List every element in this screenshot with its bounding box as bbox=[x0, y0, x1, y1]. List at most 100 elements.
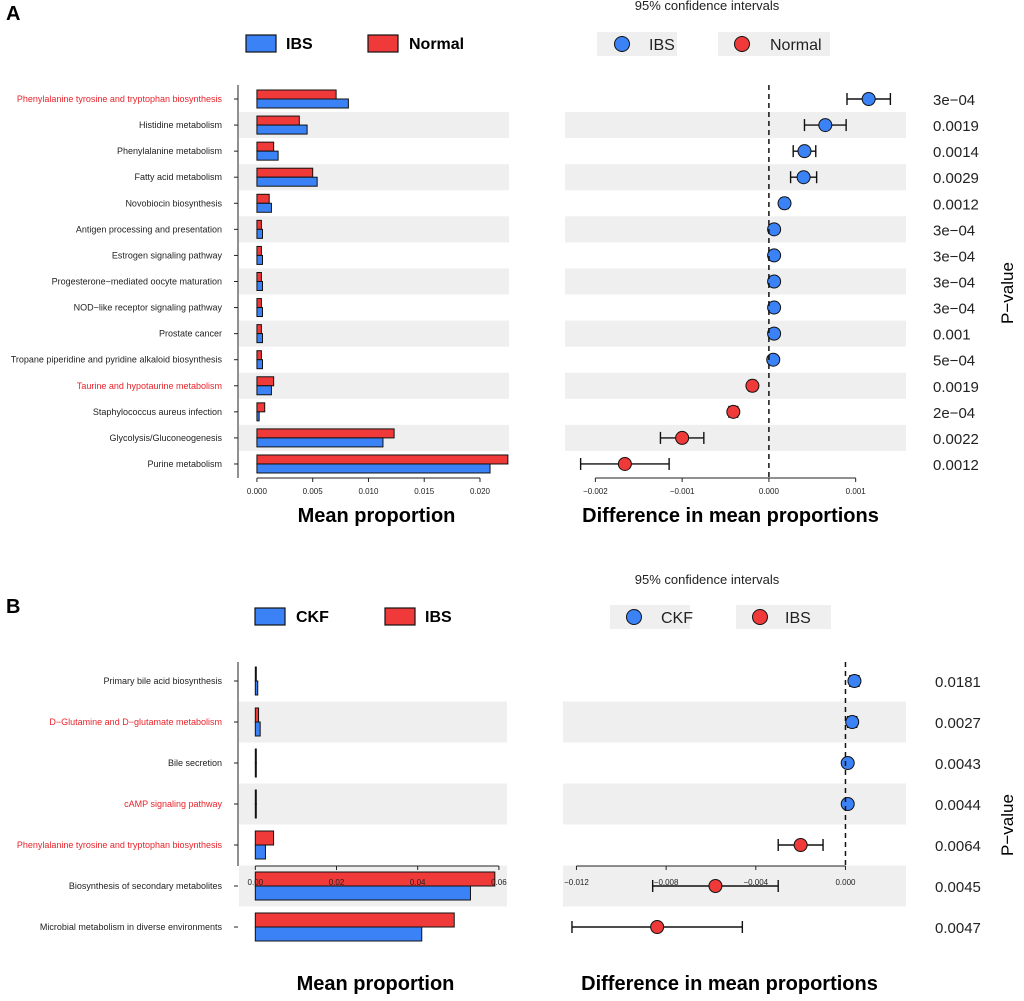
panel-a-stripe-right-5 bbox=[565, 216, 906, 243]
panel-b-p-value-6: 0.0047 bbox=[935, 920, 981, 937]
panel-a-ci-point-0 bbox=[861, 92, 876, 106]
panel-b-right-x-tick-label-2: −0.004 bbox=[743, 878, 768, 887]
panel-a-category-label-0: Phenylalanine tyrosine and tryptophan bi… bbox=[17, 94, 223, 104]
panel-a-category-label-6: Estrogen signaling pathway bbox=[112, 250, 223, 260]
panel-a-bar-normal-10 bbox=[256, 350, 262, 361]
panel-a-category-label-11: Taurine and hypotaurine metabolism bbox=[77, 381, 222, 391]
panel-b-p-value-title: P−value bbox=[998, 794, 1017, 856]
panel-a-p-value-14: 0.0012 bbox=[933, 457, 979, 474]
panel-a-bar-normal-3 bbox=[256, 167, 314, 178]
panel-b-ci-point-6 bbox=[650, 920, 665, 934]
panel-b-ci-point-4 bbox=[793, 838, 808, 852]
panel-a-left-x-tick-label-1: 0.005 bbox=[303, 487, 324, 496]
panel-a-p-value-title: P−value bbox=[998, 262, 1017, 324]
panel-b-left-x-tick-label-0: 0.00 bbox=[248, 878, 264, 887]
panel-a-p-value-9: 0.001 bbox=[933, 327, 971, 344]
panel-a-category-label-5: Antigen processing and presentation bbox=[76, 224, 222, 234]
panel-a-bar-normal-8 bbox=[256, 298, 262, 309]
panel-b-ci-point-0 bbox=[847, 674, 862, 688]
panel-a-stripe-right-11 bbox=[565, 372, 906, 399]
panel-b-ci-legend-dot-ckf bbox=[626, 609, 642, 625]
panel-b-bar-ibs-5 bbox=[254, 871, 496, 887]
panel-b-left-x-tick-label-3: 0.06 bbox=[491, 878, 507, 887]
panel-a-bar-normal-6 bbox=[256, 245, 262, 256]
panel-a-ci-point-6 bbox=[767, 248, 782, 263]
panel-a-p-value-8: 3e−04 bbox=[933, 301, 975, 318]
panel-b-bar-ibs-0 bbox=[254, 666, 257, 682]
panel-a-bar-normal-2 bbox=[256, 141, 275, 152]
panel-b-bar-ibs-1 bbox=[254, 707, 260, 723]
panel-a-bar-ibs-10 bbox=[256, 359, 263, 370]
panel-a-bar-ibs-1 bbox=[256, 124, 308, 135]
panel-b-bar-ckf-0 bbox=[254, 680, 259, 696]
panel-a-p-value-12: 2e−04 bbox=[933, 405, 975, 422]
panel-a-left-x-tick-label-2: 0.010 bbox=[358, 487, 379, 496]
panel-a-bar-ibs-6 bbox=[256, 254, 263, 265]
panel-b-bar-ckf-5 bbox=[254, 885, 471, 901]
panel-b-category-label-2: Bile secretion bbox=[168, 758, 222, 768]
panel-a-ci-legend-label-ibs: IBS bbox=[649, 37, 675, 54]
panel-a-bar-normal-12 bbox=[256, 402, 266, 413]
panel-b-right-x-tick-label-1: −0.008 bbox=[654, 878, 679, 887]
panel-a-ci-point-11 bbox=[745, 378, 760, 393]
panel-a-ci-title: 95% confidence intervals bbox=[635, 0, 780, 13]
panel-b-category-label-4: Phenylalanine tyrosine and tryptophan bi… bbox=[17, 840, 223, 850]
panel-b-p-value-1: 0.0027 bbox=[935, 715, 981, 732]
panel-a-ci-point-4 bbox=[777, 196, 792, 211]
panel-a-p-value-10: 5e−04 bbox=[933, 353, 975, 370]
panel-a-stripe-left-7 bbox=[239, 268, 509, 295]
panel-b-p-value-4: 0.0064 bbox=[935, 838, 981, 855]
panel-a-bar-normal-5 bbox=[256, 219, 262, 230]
panel-a-category-label-10: Tropane piperidine and pyridine alkaloid… bbox=[11, 355, 223, 365]
panel-b-ci-title: 95% confidence intervals bbox=[635, 572, 780, 587]
panel-a-left-x-tick-label-0: 0.000 bbox=[247, 487, 268, 496]
panel-a-category-label-4: Novobiocin biosynthesis bbox=[125, 198, 222, 208]
panel-a-ci-point-9 bbox=[767, 326, 782, 341]
panel-a-bar-normal-0 bbox=[256, 89, 337, 100]
panel-a-p-value-7: 3e−04 bbox=[933, 274, 975, 291]
panel-b-bar-ckf-3 bbox=[254, 803, 257, 819]
panel-b-category-label-5: Biosynthesis of secondary metabolites bbox=[69, 881, 223, 891]
panel-b-bar-ckf-2 bbox=[254, 762, 257, 778]
panel-b-bar-ckf-4 bbox=[254, 844, 266, 860]
panel-a-ci-point-5 bbox=[767, 222, 782, 237]
panel-a-p-value-11: 0.0019 bbox=[933, 379, 979, 396]
panel-a-bar-ibs-3 bbox=[256, 176, 318, 187]
panel-a-left-x-tick-label-3: 0.015 bbox=[414, 487, 435, 496]
panel-a-ci-point-3 bbox=[796, 170, 811, 185]
panel-b-category-label-1: D−Glutamine and D−glutamate metabolism bbox=[49, 717, 222, 727]
panel-a-stripe-right-9 bbox=[565, 320, 906, 347]
panel-b-ci-legend-label-ckf: CKF bbox=[661, 610, 693, 627]
panel-a-bar-ibs-8 bbox=[256, 307, 263, 318]
panel-b-bar-ibs-6 bbox=[254, 912, 455, 928]
panel-b-legend-swatch-ibs bbox=[384, 607, 416, 626]
panel-b-left-x-tick-label-1: 0.02 bbox=[329, 878, 345, 887]
panel-a-bar-ibs-12 bbox=[256, 411, 260, 422]
panel-a-ci-point-14 bbox=[617, 456, 632, 471]
panel-a-bar-normal-13 bbox=[256, 428, 395, 439]
panel-b-bar-ibs-3 bbox=[254, 789, 257, 805]
panel-b-x-axis-title-right: Difference in mean proportions bbox=[581, 973, 878, 995]
panel-a-bar-ibs-14 bbox=[256, 463, 491, 474]
panel-a-p-value-2: 0.0014 bbox=[933, 144, 979, 161]
panel-b-category-label-0: Primary bile acid biosynthesis bbox=[103, 676, 222, 686]
panel-a-p-value-13: 0.0022 bbox=[933, 431, 979, 448]
panel-b-bar-ckf-1 bbox=[254, 721, 261, 737]
panel-b-bar-ibs-2 bbox=[254, 748, 257, 764]
panel-a-p-value-5: 3e−04 bbox=[933, 222, 975, 239]
panel-b-x-axis-title-left: Mean proportion bbox=[297, 973, 455, 995]
panel-b-right-x-tick-label-3: 0.000 bbox=[835, 878, 856, 887]
panel-a-bar-ibs-2 bbox=[256, 150, 279, 161]
panel-a-right-x-tick-label-2: 0.000 bbox=[759, 487, 780, 496]
panel-a-legend-swatch-normal bbox=[367, 34, 399, 53]
panel-a-bar-ibs-13 bbox=[256, 437, 384, 448]
panel-a-category-label-9: Prostate cancer bbox=[159, 329, 222, 339]
panel-a-ci-point-12 bbox=[726, 404, 741, 419]
panel-a-bar-ibs-11 bbox=[256, 385, 272, 396]
panel-a-bar-normal-4 bbox=[256, 193, 270, 204]
panel-b-right-x-tick-label-0: −0.012 bbox=[564, 878, 589, 887]
panel-a-stripe-right-7 bbox=[565, 268, 906, 295]
panel-b-ci-legend-bg-0 bbox=[610, 605, 690, 629]
panel-a-stripe-right-3 bbox=[565, 164, 906, 191]
panel-a-ci-point-2 bbox=[797, 144, 812, 159]
